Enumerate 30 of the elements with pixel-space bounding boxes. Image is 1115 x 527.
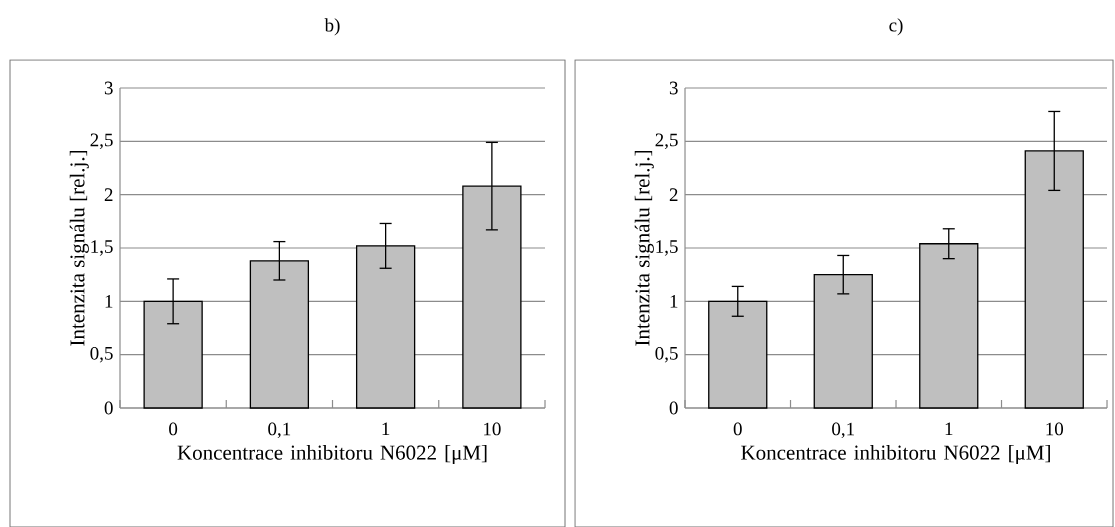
y-axis-title: Intenzita signálu [rel.j.] xyxy=(69,150,89,346)
y-tick-label: 3 xyxy=(669,81,678,95)
x-axis-title: Koncentrace inhibitoru N6022 [μM] xyxy=(177,444,487,465)
x-tick-label: 0 xyxy=(169,422,178,436)
x-axis-title: Koncentrace inhibitoru N6022 [μM] xyxy=(741,444,1050,465)
bar xyxy=(708,300,768,409)
y-tick-label: 1,5 xyxy=(656,240,678,256)
y-tick-label: 0 xyxy=(669,401,678,415)
x-tick-label: 1 xyxy=(382,422,390,436)
y-tick-label: 1 xyxy=(670,295,678,308)
y-tick-label: 1,5 xyxy=(91,240,113,256)
x-tick-label: 0,1 xyxy=(832,422,854,439)
bar xyxy=(143,300,203,409)
y-tick-label: 3 xyxy=(104,81,113,95)
y-tick-label: 0,5 xyxy=(90,346,113,363)
chart-title: c) xyxy=(889,18,903,36)
y-tick-label: 1 xyxy=(105,295,113,308)
y-tick-label: 0 xyxy=(104,401,113,415)
y-tick-label: 2,5 xyxy=(90,133,113,150)
x-tick-label: 10 xyxy=(484,422,501,436)
y-tick-label: 2,5 xyxy=(655,133,678,150)
y-tick-label: 2 xyxy=(104,188,113,201)
x-tick-label: 1 xyxy=(945,422,953,436)
y-tick-label: 0,5 xyxy=(655,346,678,363)
chart-title: b) xyxy=(324,18,340,36)
x-tick-label: 0 xyxy=(733,422,742,436)
y-tick-label: 2 xyxy=(669,188,678,201)
x-tick-label: 10 xyxy=(1046,422,1064,436)
y-axis-title: Intenzita signálu [rel.j.] xyxy=(634,150,654,346)
x-tick-label: 0,1 xyxy=(268,422,291,439)
